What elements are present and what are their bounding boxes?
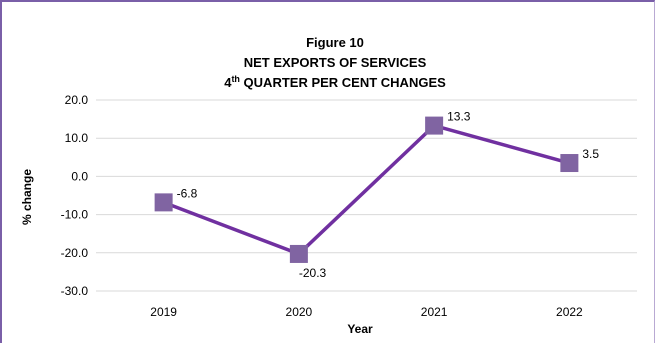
subtitle-ordinal-suffix: th [231, 74, 240, 84]
x-tick-label: 2021 [421, 305, 448, 319]
gridlines [96, 99, 637, 292]
data-point-marker [289, 244, 308, 263]
x-axis-title: Year [347, 322, 373, 336]
data-point-marker [560, 154, 579, 173]
y-tick-labels: 20.0 10.0 0.0 -10.0 -20.0 -30.0 [61, 93, 89, 298]
data-label: -20.3 [299, 266, 327, 280]
x-tick-label: 2022 [556, 305, 583, 319]
chart-subtitle-line1: NET EXPORTS OF SERVICES [244, 55, 427, 70]
data-point-marker [425, 116, 444, 135]
y-tick-label: 10.0 [65, 131, 89, 145]
subtitle-rest: QUARTER PER CENT CHANGES [240, 75, 446, 90]
series-markers [154, 116, 579, 263]
chart-title: Figure 10 [306, 35, 364, 50]
data-label: 3.5 [582, 147, 599, 161]
chart-subtitle-line2: 4th QUARTER PER CENT CHANGES [224, 74, 446, 90]
y-tick-label: 0.0 [71, 169, 88, 183]
series-polyline [163, 123, 570, 256]
x-tick-label: 2019 [150, 305, 177, 319]
y-tick-label: 20.0 [65, 93, 89, 107]
y-tick-label: -30.0 [61, 284, 89, 298]
y-axis-title: % change [20, 169, 34, 225]
data-label: -6.8 [177, 186, 198, 200]
x-tick-labels: 2019 2020 2021 2022 [150, 305, 583, 319]
y-tick-label: -10.0 [61, 208, 89, 222]
x-tick-label: 2020 [286, 305, 313, 319]
data-labels: -6.8 -20.3 13.3 3.5 [177, 110, 600, 280]
y-tick-label: -20.0 [61, 246, 89, 260]
subtitle-ordinal-number: 4 [224, 75, 232, 90]
data-point-marker [154, 193, 173, 212]
series-line [163, 123, 570, 256]
data-label: 13.3 [447, 110, 471, 124]
